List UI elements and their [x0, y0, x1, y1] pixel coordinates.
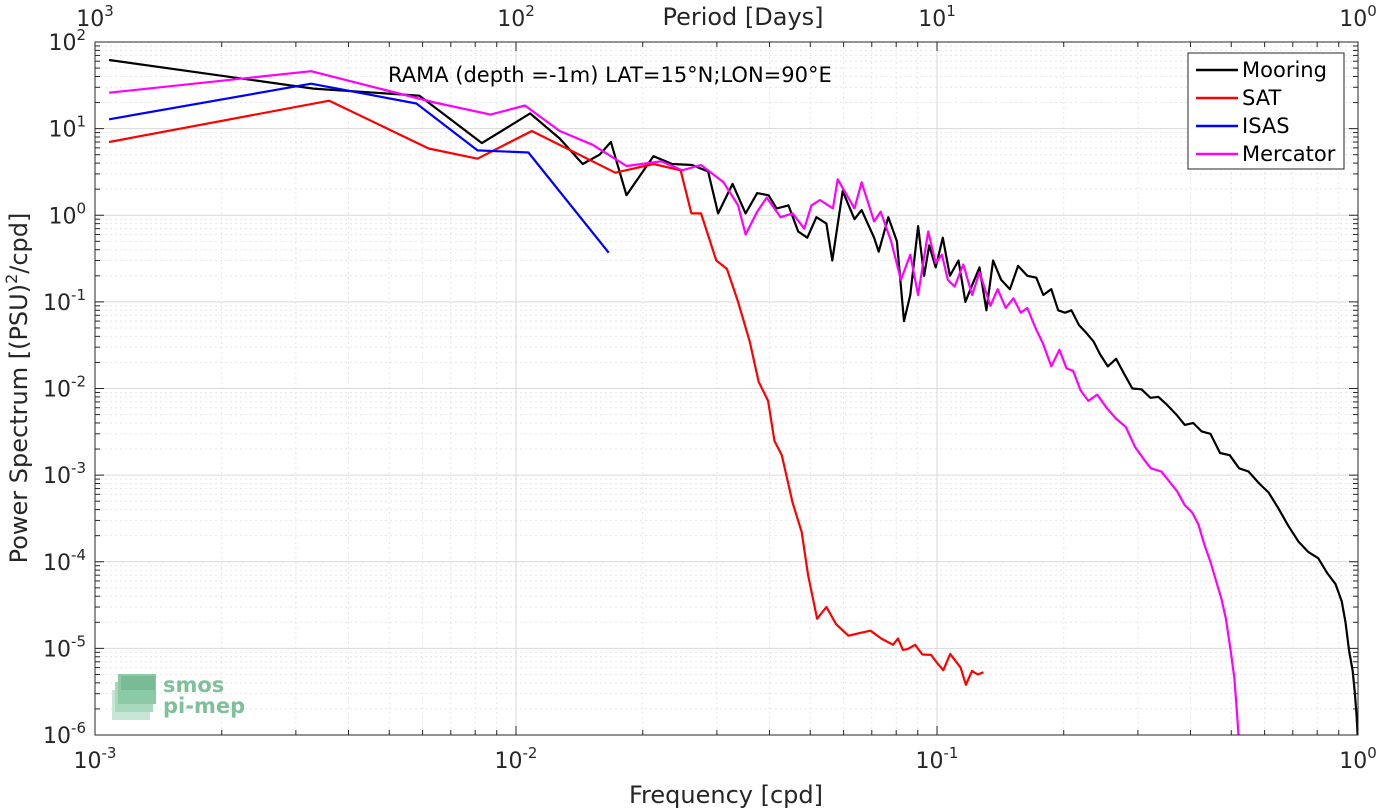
y-axis-label-tail: /cpd] — [5, 213, 33, 274]
y-tick-label: 10-1 — [43, 286, 86, 316]
legend-label-sat: SAT — [1242, 86, 1281, 110]
y-axis-label: Power Spectrum [(PSU)2/cpd] — [2, 213, 33, 564]
logo-text-smos: smos — [163, 673, 224, 697]
y-tick-label: 10-6 — [43, 719, 86, 749]
x-tick-label: 10-3 — [74, 744, 117, 774]
x-tick-label: 10-1 — [916, 744, 959, 774]
legend-label-isas: ISAS — [1242, 114, 1290, 138]
series-line-isas — [108, 82, 610, 254]
legend-label-mooring: Mooring — [1242, 58, 1327, 82]
y-tick-label: 10-2 — [43, 373, 86, 403]
series-layer — [108, 58, 1358, 735]
legend: Mooring SAT ISAS Mercator — [1187, 52, 1345, 170]
y-tick-label: 10-4 — [43, 546, 86, 576]
x-tick-label: 100 — [1339, 744, 1377, 774]
chart-annotation: RAMA (depth =-1m) LAT=15°N;LON=90°E — [388, 63, 832, 87]
y-tick-label: 102 — [48, 26, 86, 56]
top-tick-label: 101 — [918, 2, 956, 32]
y-tick-label: 101 — [48, 113, 86, 143]
smos-pimep-logo: smos pi-mep — [112, 673, 245, 720]
axes-box — [94, 41, 1359, 736]
y-axis-label-sup: 2 — [2, 274, 21, 284]
top-tick-label: 103 — [76, 2, 114, 32]
top-x-axis-label: Period [Days] — [662, 3, 823, 31]
series-line-mercator — [108, 70, 1240, 735]
y-tick-label: 100 — [48, 199, 86, 229]
y-axis-label-main: Power Spectrum [(PSU) — [5, 284, 33, 563]
legend-box — [1187, 52, 1345, 170]
top-tick-label: 100 — [1339, 2, 1377, 32]
x-tick-label: 10-2 — [495, 744, 538, 774]
series-line-mooring — [108, 58, 1358, 735]
y-tick-label: 10-5 — [43, 632, 86, 662]
logo-text-pimep: pi-mep — [163, 694, 245, 718]
x-axis-label: Frequency [cpd] — [629, 781, 823, 809]
series-line-sat — [108, 99, 984, 686]
legend-label-mercator: Mercator — [1242, 142, 1336, 166]
top-tick-label: 102 — [497, 2, 535, 32]
ticks-layer — [94, 41, 1359, 736]
y-tick-label: 10-3 — [43, 459, 86, 489]
